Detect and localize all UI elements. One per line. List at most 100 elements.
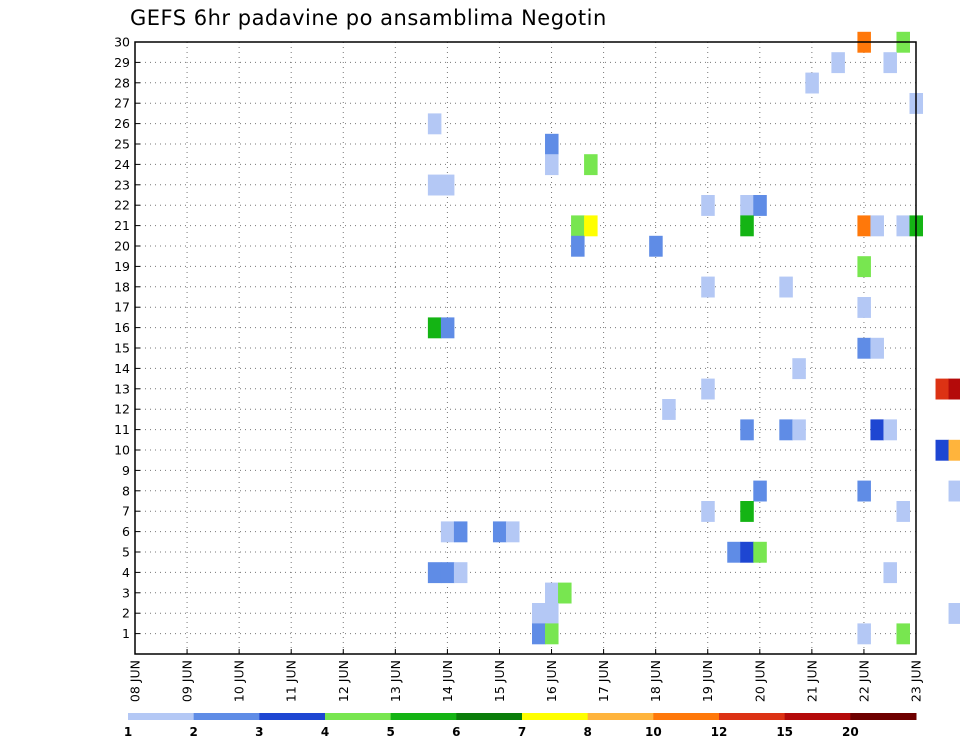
legend-label: 20 <box>842 725 859 739</box>
heatmap-cell <box>753 541 767 563</box>
y-tick-label: 6 <box>122 524 130 539</box>
y-tick-label: 10 <box>114 443 130 458</box>
heatmap-cell <box>870 419 884 441</box>
y-tick-label: 11 <box>114 422 130 437</box>
heatmap-cell <box>558 582 572 604</box>
legend-swatch <box>719 713 786 720</box>
heatmap-cell <box>857 337 871 359</box>
heatmap-cell <box>870 215 884 237</box>
legend-swatch <box>784 713 851 720</box>
heatmap-cell <box>701 378 715 400</box>
x-tick-label: 15 JUN <box>492 660 507 702</box>
heatmap-cell <box>792 358 806 380</box>
legend-swatch <box>259 713 326 720</box>
heatmap-cell <box>571 215 585 237</box>
heatmap-cell <box>740 419 754 441</box>
y-tick-label: 29 <box>114 55 130 70</box>
heatmap-cell <box>753 480 767 502</box>
y-tick-label: 3 <box>122 585 130 600</box>
grid-lines <box>135 42 916 654</box>
heatmap-cell <box>545 133 559 155</box>
y-tick-label: 2 <box>122 606 130 621</box>
legend-swatch <box>128 713 195 720</box>
y-tick-label: 22 <box>114 198 130 213</box>
y-tick-label: 19 <box>114 259 130 274</box>
heatmap-cell <box>492 521 507 543</box>
x-tick-label: 14 JUN <box>440 660 455 702</box>
heatmap-cell <box>753 195 767 216</box>
legend-swatch <box>193 713 260 720</box>
x-tick-label: 19 JUN <box>700 660 715 702</box>
heatmap-cell <box>440 521 455 543</box>
legend-swatch <box>522 713 589 720</box>
heatmap-cell <box>727 541 741 563</box>
heatmap-cell <box>870 337 884 359</box>
heatmap-cell <box>505 521 520 543</box>
legend-label: 3 <box>255 725 263 739</box>
heatmap-cell <box>805 72 819 94</box>
legend-label: 12 <box>711 725 728 739</box>
heatmap-cell <box>779 419 793 441</box>
y-tick-label: 24 <box>114 157 130 172</box>
heatmap-cell <box>584 215 598 237</box>
y-tick-label: 26 <box>114 116 130 131</box>
heatmap-cell <box>857 623 871 645</box>
heatmap-cell <box>948 378 960 400</box>
legend-swatch <box>850 713 917 720</box>
y-tick-label: 15 <box>114 341 130 356</box>
heatmap-cell <box>545 623 559 645</box>
heatmap-cell <box>948 480 960 502</box>
heatmap-cell <box>571 235 585 257</box>
x-tick-label: 21 JUN <box>804 660 819 702</box>
heatmap-cell <box>427 113 442 135</box>
heatmap-cells <box>427 31 960 645</box>
y-tick-label: 25 <box>114 137 130 152</box>
heatmap-cell <box>883 562 897 584</box>
heatmap-cell <box>545 582 559 604</box>
x-tick-label: 10 JUN <box>232 660 247 702</box>
heatmap-cell <box>701 501 715 522</box>
legend-label: 5 <box>386 725 394 739</box>
heatmap-cell <box>740 195 754 216</box>
x-tick-label: 09 JUN <box>180 660 195 702</box>
y-tick-label: 1 <box>122 626 130 641</box>
y-tick-label: 16 <box>114 320 130 335</box>
legend-label: 6 <box>452 725 460 739</box>
y-tick-label: 5 <box>122 545 130 560</box>
heatmap-cell <box>948 439 960 461</box>
y-tick-label: 18 <box>114 279 130 294</box>
heatmap-cell <box>883 419 897 441</box>
y-tick-label: 21 <box>114 218 130 233</box>
heatmap-cell <box>935 439 950 461</box>
heatmap-cell <box>532 603 546 624</box>
y-tick-label: 17 <box>114 300 130 315</box>
x-tick-label: 18 JUN <box>648 660 663 702</box>
heatmap-cell <box>453 521 468 543</box>
x-tick-label: 16 JUN <box>544 660 559 702</box>
heatmap-cell <box>440 562 455 584</box>
legend-label: 7 <box>518 725 526 739</box>
heatmap-cell <box>584 154 598 176</box>
heatmap-cell <box>792 419 806 441</box>
y-tick-label: 13 <box>114 381 130 396</box>
heatmap-cell <box>740 215 754 237</box>
heatmap-cell <box>857 215 871 237</box>
heatmap-cell <box>896 501 910 522</box>
x-tick-label: 17 JUN <box>596 660 611 702</box>
legend-label: 2 <box>189 725 197 739</box>
y-tick-label: 7 <box>122 504 130 519</box>
heatmap-cell <box>935 378 950 400</box>
heatmap-cell <box>545 154 559 176</box>
x-tick-label: 08 JUN <box>128 660 143 702</box>
legend-swatch <box>653 713 720 720</box>
x-tick-label: 13 JUN <box>388 660 403 702</box>
y-tick-label: 27 <box>114 96 130 111</box>
x-tick-label: 20 JUN <box>752 660 767 702</box>
y-tick-label: 4 <box>122 565 130 580</box>
legend-swatch <box>587 713 654 720</box>
heatmap-cell <box>649 235 663 257</box>
heatmap-cell <box>883 52 897 74</box>
heatmap-cell <box>440 174 455 196</box>
y-tick-label: 9 <box>122 463 130 478</box>
legend-label: 8 <box>583 725 591 739</box>
